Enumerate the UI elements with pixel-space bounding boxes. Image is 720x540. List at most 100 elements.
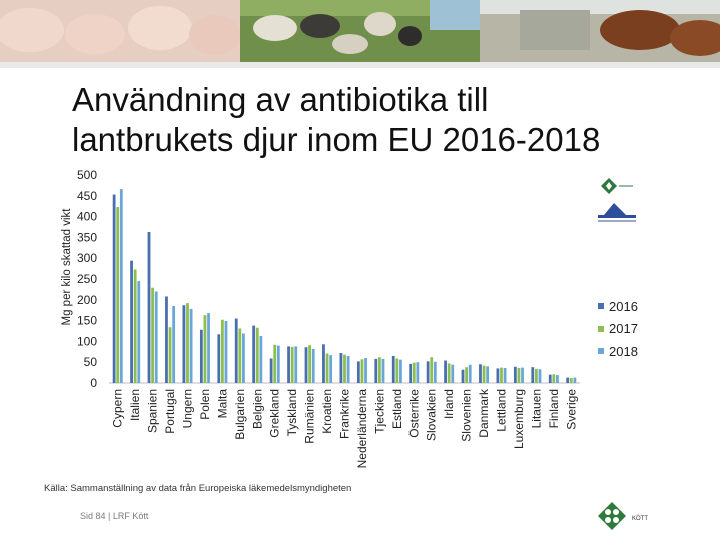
bar-2016	[531, 367, 535, 383]
bar-2016	[356, 361, 360, 383]
bar-2016	[339, 353, 343, 383]
bar-series	[112, 189, 577, 383]
bar-2018	[468, 364, 472, 383]
bar-2016	[461, 369, 465, 383]
x-tick-label: Danmark	[477, 388, 491, 438]
bar-2017	[465, 367, 469, 383]
bar-2018	[503, 368, 507, 383]
antibiotics-bar-chart: 0 50 100 150 200 250 300 350 400 450 500 Cypern Ita…	[77, 168, 580, 469]
bar-2018	[172, 306, 176, 383]
bar-2017	[430, 357, 434, 383]
bar-2018	[573, 377, 577, 383]
bar-2017	[273, 344, 277, 383]
x-tick-label: Polen	[198, 389, 212, 420]
bar-2016	[374, 358, 378, 383]
partner-logo-icon	[598, 203, 636, 222]
bar-2017	[290, 346, 294, 383]
bar-2017	[360, 359, 364, 383]
bar-2018	[329, 355, 333, 383]
x-tick-label: Luxemburg	[512, 389, 526, 449]
bar-2016	[217, 334, 221, 383]
bar-2018	[451, 364, 455, 383]
x-tick-label: Rumänien	[303, 389, 317, 444]
x-tick-label: Grekland	[268, 389, 282, 438]
bar-2018	[276, 345, 280, 383]
bar-2017	[186, 303, 189, 383]
bar-2018	[294, 346, 298, 383]
bar-2016	[252, 325, 256, 383]
x-tick-label: Nederländerna	[355, 389, 369, 469]
legend-swatch-2018	[598, 348, 604, 355]
bar-2016	[269, 358, 273, 383]
bar-2016	[322, 344, 325, 383]
bar-2017	[517, 368, 521, 383]
bar-2016	[234, 318, 238, 383]
x-tick-label: Irland	[442, 389, 456, 419]
x-tick-label: Ungern	[181, 389, 195, 428]
bar-2016	[409, 363, 413, 383]
bar-2017	[534, 368, 538, 383]
bar-2016	[130, 260, 133, 383]
bar-2016	[513, 366, 517, 383]
title-line-2: lantbrukets djur inom EU 2016-2018	[72, 121, 601, 158]
x-tick-label: Cypern	[111, 389, 125, 428]
y-tick-label: 300	[77, 251, 97, 265]
bar-2016	[391, 355, 395, 383]
bar-2016	[112, 194, 116, 383]
bar-2016	[566, 377, 570, 383]
bar-2018	[207, 313, 210, 383]
bar-2018	[521, 367, 524, 383]
bar-2018	[399, 359, 402, 383]
y-tick-label: 100	[77, 334, 97, 348]
bar-2018	[346, 355, 350, 383]
bar-2018	[381, 358, 385, 383]
bar-2017	[308, 345, 312, 383]
bar-2018	[119, 189, 123, 383]
x-tick-label: Tyskland	[285, 389, 299, 436]
bar-2017	[116, 207, 120, 383]
x-tick-label: Slovakien	[425, 389, 439, 441]
bar-2017	[168, 327, 172, 383]
bar-2018	[189, 308, 193, 383]
bar-2017	[220, 319, 224, 383]
legend: 2016 2017 2018	[598, 295, 638, 363]
bar-2017	[238, 328, 242, 383]
bar-2018	[154, 291, 158, 383]
y-tick-label: 500	[77, 168, 97, 182]
legend-item-2016: 2016	[598, 295, 638, 318]
footer-page-label: Sid 84 | LRF Kött	[80, 511, 149, 521]
bar-2016	[496, 368, 500, 383]
bar-2016	[426, 361, 430, 383]
bar-2018	[311, 348, 315, 383]
x-tick-label: Portugal	[163, 389, 177, 434]
bar-2018	[242, 333, 245, 383]
bar-2018	[433, 361, 437, 383]
x-tick-label: Finland	[547, 389, 561, 428]
bar-2016	[444, 360, 447, 383]
x-tick-label: Malta	[215, 389, 229, 419]
y-tick-label: 400	[77, 210, 97, 224]
x-tick-label: Italien	[128, 389, 142, 421]
x-tick-label: Estland	[390, 389, 404, 429]
bar-2016	[182, 305, 186, 383]
legend-swatch-2016	[598, 303, 604, 310]
bar-2017	[447, 363, 451, 383]
y-tick-label: 200	[77, 293, 97, 307]
bar-2018	[486, 366, 490, 383]
bar-2016	[287, 346, 290, 383]
x-tick-label: Kroatien	[320, 389, 334, 434]
y-tick-label: 0	[90, 376, 97, 390]
x-tick-label: Frankrike	[338, 389, 352, 439]
bar-2017	[482, 365, 486, 383]
x-tick-label: Österrike	[407, 389, 421, 438]
x-tick-label: Spanien	[146, 389, 160, 433]
bar-2016	[479, 364, 482, 383]
bar-2017	[412, 362, 416, 383]
legend-label-2018: 2018	[609, 343, 638, 359]
source-note: Källa: Sammanställning av data från Euro…	[44, 483, 352, 494]
bar-2017	[500, 367, 503, 383]
bar-2018	[364, 358, 367, 383]
x-tick-label: Litauen	[529, 389, 543, 428]
banner-divider	[0, 62, 720, 68]
y-tick-label: 50	[84, 355, 98, 369]
